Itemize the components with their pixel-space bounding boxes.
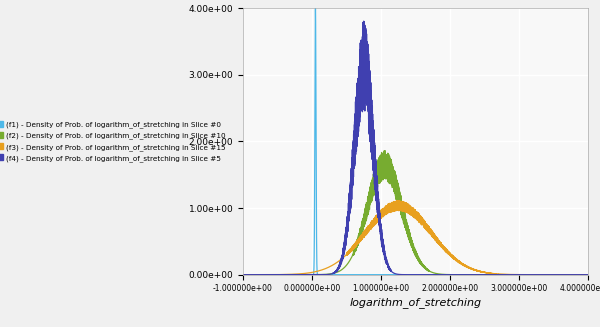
(f2) - Density of Prob. of logarithm_of_stretching in Slice #10 <box>382 148 389 152</box>
(f1) - Density of Prob. of logarithm_of_stretching in Slice #0 <box>495 273 502 277</box>
Line: (f2) - Density of Prob. of logarithm_of_stretching in Slice #10: (f2) - Density of Prob. of logarithm_of_… <box>243 150 588 275</box>
(f4) - Density of Prob. of logarithm_of_stretching in Slice #5 <box>458 273 466 277</box>
Line: (f3) - Density of Prob. of logarithm_of_stretching in Slice #15: (f3) - Density of Prob. of logarithm_of_… <box>243 201 588 275</box>
(f2) - Density of Prob. of logarithm_of_stretching in Slice #10 <box>239 273 247 277</box>
(f3) - Density of Prob. of logarithm_of_stretching in Slice #15 <box>458 263 466 267</box>
(f4) - Density of Prob. of logarithm_of_stretching in Slice #5 <box>360 19 367 23</box>
(f2) - Density of Prob. of logarithm_of_stretching in Slice #10 <box>514 273 521 277</box>
(f1) - Density of Prob. of logarithm_of_stretching in Slice #0 <box>239 273 247 277</box>
(f2) - Density of Prob. of logarithm_of_stretching in Slice #10 <box>495 273 502 277</box>
(f3) - Density of Prob. of logarithm_of_stretching in Slice #15 <box>239 273 247 277</box>
(f3) - Density of Prob. of logarithm_of_stretching in Slice #15 <box>495 272 502 276</box>
(f1) - Density of Prob. of logarithm_of_stretching in Slice #0 <box>364 273 371 277</box>
(f2) - Density of Prob. of logarithm_of_stretching in Slice #10 <box>584 273 592 277</box>
(f4) - Density of Prob. of logarithm_of_stretching in Slice #5 <box>257 273 264 277</box>
(f3) - Density of Prob. of logarithm_of_stretching in Slice #15 <box>514 273 521 277</box>
(f1) - Density of Prob. of logarithm_of_stretching in Slice #0 <box>443 273 451 277</box>
(f1) - Density of Prob. of logarithm_of_stretching in Slice #0 <box>257 273 264 277</box>
(f1) - Density of Prob. of logarithm_of_stretching in Slice #0 <box>514 273 521 277</box>
(f4) - Density of Prob. of logarithm_of_stretching in Slice #5 <box>495 273 502 277</box>
(f3) - Density of Prob. of logarithm_of_stretching in Slice #15 <box>364 224 371 228</box>
(f2) - Density of Prob. of logarithm_of_stretching in Slice #10 <box>458 273 466 277</box>
(f3) - Density of Prob. of logarithm_of_stretching in Slice #15 <box>443 250 451 253</box>
Line: (f1) - Density of Prob. of logarithm_of_stretching in Slice #0: (f1) - Density of Prob. of logarithm_of_… <box>243 8 588 275</box>
(f4) - Density of Prob. of logarithm_of_stretching in Slice #5 <box>584 273 592 277</box>
Line: (f4) - Density of Prob. of logarithm_of_stretching in Slice #5: (f4) - Density of Prob. of logarithm_of_… <box>243 21 588 275</box>
X-axis label: logarithm_of_stretching: logarithm_of_stretching <box>349 298 482 308</box>
(f4) - Density of Prob. of logarithm_of_stretching in Slice #5 <box>443 273 451 277</box>
(f3) - Density of Prob. of logarithm_of_stretching in Slice #15 <box>584 273 592 277</box>
(f3) - Density of Prob. of logarithm_of_stretching in Slice #15 <box>257 273 264 277</box>
(f3) - Density of Prob. of logarithm_of_stretching in Slice #15 <box>393 199 400 203</box>
Legend: (f1) - Density of Prob. of logarithm_of_stretching in Slice #0, (f2) - Density o: (f1) - Density of Prob. of logarithm_of_… <box>0 119 228 164</box>
(f4) - Density of Prob. of logarithm_of_stretching in Slice #5 <box>239 273 247 277</box>
(f4) - Density of Prob. of logarithm_of_stretching in Slice #5 <box>514 273 521 277</box>
(f2) - Density of Prob. of logarithm_of_stretching in Slice #10 <box>257 273 264 277</box>
(f2) - Density of Prob. of logarithm_of_stretching in Slice #10 <box>364 213 371 216</box>
(f1) - Density of Prob. of logarithm_of_stretching in Slice #0 <box>584 273 592 277</box>
(f4) - Density of Prob. of logarithm_of_stretching in Slice #5 <box>364 64 371 68</box>
(f1) - Density of Prob. of logarithm_of_stretching in Slice #0 <box>458 273 466 277</box>
(f1) - Density of Prob. of logarithm_of_stretching in Slice #0 <box>312 6 319 10</box>
(f2) - Density of Prob. of logarithm_of_stretching in Slice #10 <box>443 273 451 277</box>
